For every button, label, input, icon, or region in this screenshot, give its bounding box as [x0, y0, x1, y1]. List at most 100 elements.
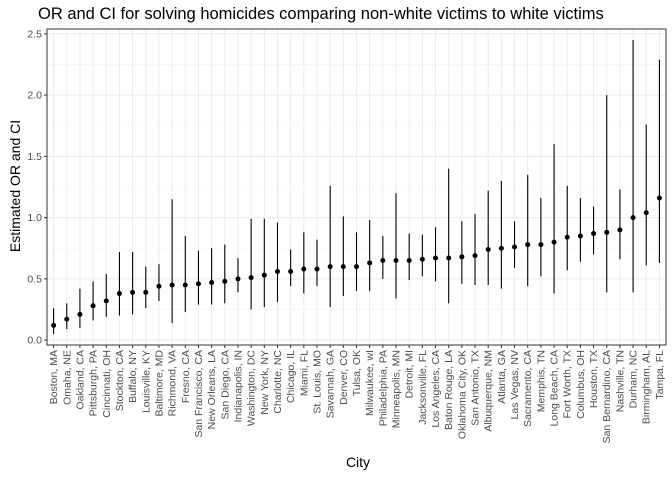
x-tick-label: Louisville, KY	[140, 350, 152, 413]
estimate-point	[209, 280, 215, 286]
x-tick-label: Los Angeles, CA	[430, 350, 442, 428]
x-tick-label: New Orleans, LA	[206, 350, 218, 429]
x-tick-label: Long Beach, CA	[549, 350, 561, 426]
plot-panel	[46, 28, 667, 346]
estimate-point	[301, 266, 307, 272]
estimate-point	[406, 257, 412, 263]
x-tick-label: Birmingham, AL	[641, 350, 653, 424]
x-tick-label: Oakland, CA	[74, 350, 86, 410]
estimate-point	[327, 264, 333, 270]
x-axis: Boston, MA Omaha, NE Oakland, CA Pittsburgh…	[48, 345, 666, 443]
estimate-point	[630, 215, 636, 221]
estimate-point	[577, 233, 583, 239]
x-tick-label: Houston, TX	[588, 350, 600, 408]
x-tick-label: Milwaukee, wI	[364, 350, 376, 416]
estimate-point	[169, 282, 175, 288]
x-tick-label: Nashville, TN	[614, 350, 626, 412]
estimate-point	[103, 298, 109, 304]
x-tick-label: Boston, MA	[48, 350, 60, 404]
x-tick-label: New York, NY	[259, 350, 271, 415]
estimate-point	[64, 316, 70, 322]
x-tick-label: Tampa, FL	[654, 350, 666, 400]
x-tick-label: Indianapolis, IN	[232, 350, 244, 422]
estimate-point	[116, 291, 122, 297]
estimate-point	[525, 242, 531, 248]
estimate-point	[643, 210, 649, 216]
x-tick-label: San Diego, CA	[219, 350, 231, 419]
estimate-point	[512, 244, 518, 250]
estimate-point	[340, 264, 346, 270]
estimate-point	[367, 260, 373, 266]
x-tick-label: Baltimore, MD	[153, 350, 165, 417]
estimate-point	[656, 195, 662, 201]
x-tick-label: San Francisco, CA	[193, 350, 205, 438]
estimate-point	[472, 253, 478, 259]
x-tick-label: Durham, NC	[628, 350, 640, 409]
x-tick-label: Stockton, CA	[114, 350, 126, 411]
estimate-point	[77, 311, 83, 317]
x-tick-label: Columbus, OH	[575, 350, 587, 419]
estimate-point	[274, 269, 280, 275]
estimate-point	[433, 255, 439, 261]
x-tick-label: Oklahoma City, OK	[456, 350, 468, 439]
x-tick-label: Albuquerque, NM	[483, 350, 495, 432]
x-tick-label: St. Louis, MO	[311, 350, 323, 414]
x-tick-label: Fresno, CA	[180, 350, 192, 403]
x-tick-label: Washington, DC	[246, 350, 258, 426]
estimate-point	[419, 256, 425, 262]
x-tick-label: Omaha, NE	[61, 350, 73, 405]
x-tick-label: Buffalo, NY	[127, 350, 139, 403]
estimate-point	[564, 234, 570, 240]
x-tick-label: Minneapolis, MN	[391, 350, 403, 428]
x-tick-label: Fort Worth, TX	[562, 350, 574, 418]
estimate-point	[248, 275, 254, 281]
estimate-point	[90, 303, 96, 309]
x-tick-label: Charlotte, NC	[272, 350, 284, 414]
estimate-point	[222, 278, 228, 284]
y-tick-label: 2.0	[27, 90, 42, 102]
x-tick-label: Las Vegas, NV	[509, 350, 521, 419]
estimate-point	[195, 281, 201, 287]
x-tick-label: Baton Rouge, LA	[443, 350, 455, 430]
estimate-point	[182, 282, 188, 288]
chart-title: OR and CI for solving homicides comparin…	[38, 5, 604, 23]
estimate-point	[314, 266, 320, 272]
y-tick-label: 1.0	[27, 212, 42, 224]
x-tick-label: San Bernardino, CA	[601, 350, 613, 443]
estimate-point	[485, 246, 491, 252]
x-tick-label: Savannah, GA	[325, 350, 337, 418]
x-tick-label: Philadelphia, PA	[377, 350, 389, 426]
estimate-point	[498, 245, 504, 251]
estimate-point	[459, 254, 465, 260]
x-tick-label: Atlanta, GA	[496, 350, 508, 404]
x-tick-label: Denver, CO	[338, 350, 350, 405]
estimate-point	[538, 242, 544, 248]
estimate-point	[261, 272, 267, 278]
x-tick-label: Sacramento, CA	[522, 350, 534, 427]
estimate-point	[604, 229, 610, 235]
x-tick-label: Pittsburgh, PA	[88, 350, 100, 416]
y-tick-label: 1.5	[27, 151, 42, 163]
estimate-point	[380, 257, 386, 263]
y-axis: 0.0 0.5 1.0 1.5 2.0 2.5	[27, 28, 47, 347]
estimate-point	[446, 255, 452, 261]
x-tick-label: Jacksonville, FL	[417, 350, 429, 425]
x-tick-label: Tulsa, OK	[351, 350, 363, 396]
estimate-point	[617, 227, 623, 233]
x-tick-label: Miami, FL	[298, 350, 310, 396]
estimate-point	[551, 239, 557, 245]
estimate-point	[235, 276, 241, 282]
confidence-intervals	[53, 40, 660, 334]
x-tick-label: Memphis, TN	[535, 350, 547, 412]
estimate-point	[591, 231, 597, 237]
estimate-points	[51, 195, 662, 328]
estimate-point	[354, 264, 359, 270]
estimate-point	[288, 269, 294, 275]
x-tick-label: Detroit, MI	[404, 350, 416, 398]
estimate-point	[143, 289, 149, 295]
y-tick-label: 0.5	[27, 273, 42, 285]
estimate-point	[156, 283, 162, 289]
y-tick-label: 0.0	[27, 335, 42, 347]
x-axis-title: City	[346, 454, 370, 470]
